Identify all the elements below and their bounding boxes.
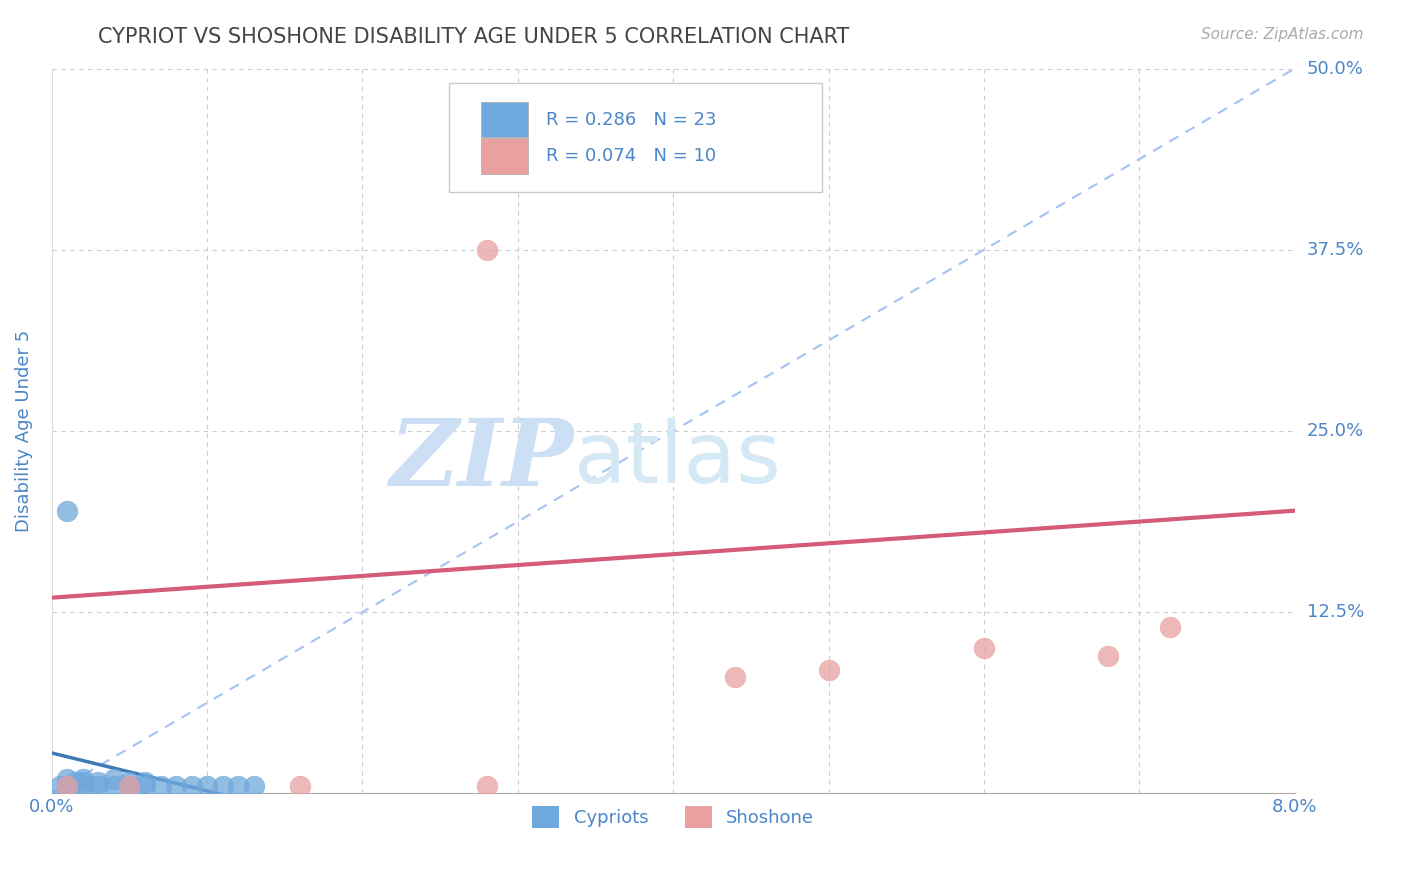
Text: CYPRIOT VS SHOSHONE DISABILITY AGE UNDER 5 CORRELATION CHART: CYPRIOT VS SHOSHONE DISABILITY AGE UNDER…: [98, 27, 849, 46]
Point: [118, 779, 141, 793]
Point: [149, 779, 172, 793]
Point: [180, 779, 202, 793]
Point: [475, 243, 498, 257]
Text: R = 0.286   N = 23: R = 0.286 N = 23: [547, 111, 717, 128]
Point: [134, 779, 156, 793]
Point: [56, 779, 79, 793]
Text: 25.0%: 25.0%: [1308, 422, 1364, 440]
Point: [56, 779, 79, 793]
FancyBboxPatch shape: [481, 102, 527, 137]
Point: [118, 774, 141, 789]
Point: [103, 772, 125, 786]
Point: [48, 779, 70, 793]
Legend: Cypriots, Shoshone: Cypriots, Shoshone: [524, 798, 821, 835]
Point: [56, 772, 79, 786]
Point: [1159, 620, 1181, 634]
FancyBboxPatch shape: [450, 83, 823, 192]
Point: [165, 779, 187, 793]
Point: [475, 779, 498, 793]
Text: Source: ZipAtlas.com: Source: ZipAtlas.com: [1201, 27, 1364, 42]
FancyBboxPatch shape: [481, 138, 527, 174]
Point: [973, 641, 995, 656]
Point: [1097, 648, 1119, 663]
Text: 50.0%: 50.0%: [1308, 60, 1364, 78]
Point: [242, 779, 264, 793]
Point: [817, 663, 839, 677]
Point: [195, 779, 218, 793]
Point: [226, 779, 249, 793]
Point: [103, 779, 125, 793]
Y-axis label: Disability Age Under 5: Disability Age Under 5: [15, 330, 32, 533]
Text: R = 0.074   N = 10: R = 0.074 N = 10: [547, 147, 717, 165]
Point: [134, 774, 156, 789]
Point: [72, 774, 94, 789]
Text: ZIP: ZIP: [389, 415, 574, 505]
Point: [118, 779, 141, 793]
Point: [724, 670, 747, 684]
Point: [211, 779, 233, 793]
Point: [63, 774, 86, 789]
Point: [87, 779, 110, 793]
Point: [56, 504, 79, 518]
Point: [290, 779, 312, 793]
Point: [87, 774, 110, 789]
Text: atlas: atlas: [574, 418, 782, 501]
Text: 37.5%: 37.5%: [1308, 241, 1364, 259]
Point: [72, 779, 94, 793]
Text: 12.5%: 12.5%: [1308, 603, 1364, 621]
Point: [72, 772, 94, 786]
